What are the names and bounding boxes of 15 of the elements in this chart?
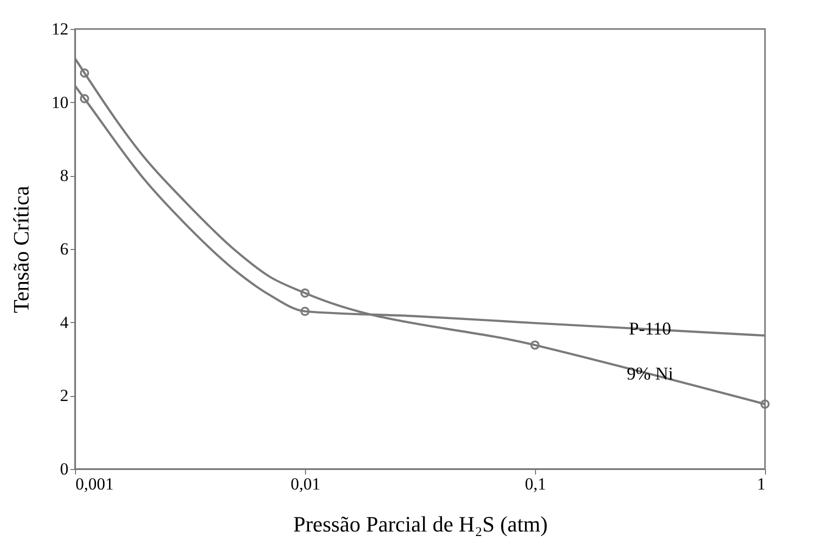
y-tick-label: 8: [60, 166, 68, 186]
series-label: 9% Ni: [626, 364, 674, 384]
series-label: P-110: [628, 318, 672, 338]
x-axis-title: Pressão Parcial de H₂S (atm): [293, 512, 548, 536]
y-tick-label: 10: [52, 92, 68, 112]
x-tick-label: 0,1: [524, 474, 546, 494]
y-tick-label: 0: [60, 460, 68, 478]
x-tick-label: 0,01: [290, 474, 320, 494]
y-tick-label: 4: [60, 312, 69, 332]
y-tick-label: 2: [60, 386, 68, 406]
x-tick-label: 1: [757, 474, 766, 494]
y-axis-title: Tensão Crítica: [8, 186, 34, 314]
x-tick-label: 0,001: [76, 474, 114, 494]
y-tick-label: 6: [60, 240, 68, 258]
y-tick-label: 12: [52, 20, 68, 38]
